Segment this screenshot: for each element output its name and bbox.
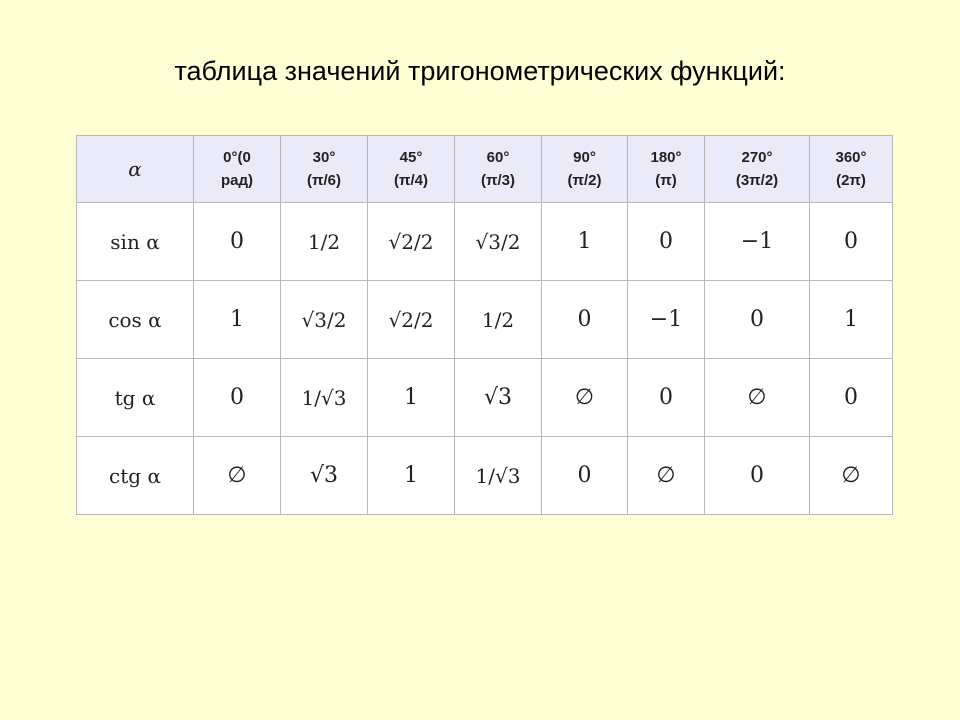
- header-line: 0°(0: [223, 149, 251, 166]
- value-cell: 0: [193, 202, 281, 281]
- value-cell: ∅: [809, 436, 893, 515]
- header-line: 180°: [650, 149, 682, 166]
- header-angle: 90° (π/2): [541, 135, 628, 203]
- table-row: ctg α ∅ √3 1 1/√3 0 ∅ 0 ∅: [76, 436, 893, 515]
- value-cell: 1/√3: [280, 358, 368, 437]
- slide-title: таблица значений тригонометрических функ…: [174, 56, 786, 86]
- header-line: 30°: [312, 149, 336, 166]
- table-row: sin α 0 1/2 √2/2 √3/2 1 0 −1 0: [76, 202, 893, 281]
- value-cell: ∅: [541, 358, 628, 437]
- header-line: 90°: [573, 149, 596, 166]
- value-cell: 1: [541, 202, 628, 281]
- header-line: (3π/2): [735, 172, 779, 189]
- value-cell: ∅: [627, 436, 705, 515]
- function-label: cos α: [76, 280, 194, 359]
- header-line: 45°: [399, 149, 423, 166]
- value-cell: 0: [704, 436, 810, 515]
- header-line: 60°: [486, 149, 510, 166]
- value-cell: ∅: [704, 358, 810, 437]
- value-cell: √3: [454, 358, 542, 437]
- header-alpha: α: [76, 135, 194, 203]
- header-angle: 180° (π): [627, 135, 705, 203]
- value-cell: 0: [541, 436, 628, 515]
- value-cell: 1: [367, 358, 455, 437]
- header-row: α 0°(0 рад) 30° (π/6) 45° (π/4) 60° (π/3) 90° (π/…: [76, 135, 893, 203]
- value-cell: ∅: [193, 436, 281, 515]
- header-line: (π): [655, 172, 677, 189]
- value-cell: 0: [193, 358, 281, 437]
- header-line: рад): [220, 172, 254, 189]
- value-cell: 1/2: [280, 202, 368, 281]
- table-row: tg α 0 1/√3 1 √3 ∅ 0 ∅ 0: [76, 358, 893, 437]
- header-angle: 0°(0 рад): [193, 135, 281, 203]
- value-cell: 1/2: [454, 280, 542, 359]
- function-label: ctg α: [76, 436, 194, 515]
- header-angle: 45° (π/4): [367, 135, 455, 203]
- value-cell: 1: [809, 280, 893, 359]
- header-angle: 270° (3π/2): [704, 135, 810, 203]
- header-line: (π/4): [394, 172, 428, 189]
- header-angle: 30° (π/6): [280, 135, 368, 203]
- value-cell: 1: [367, 436, 455, 515]
- value-cell: 1: [193, 280, 281, 359]
- header-line: 360°: [835, 149, 867, 166]
- header-line: 270°: [741, 149, 773, 166]
- value-cell: √3/2: [280, 280, 368, 359]
- header-line: (π/3): [481, 172, 515, 189]
- value-cell: √3/2: [454, 202, 542, 281]
- value-cell: 0: [627, 358, 705, 437]
- value-cell: 0: [704, 280, 810, 359]
- value-cell: 0: [627, 202, 705, 281]
- header-angle: 360° (2π): [809, 135, 893, 203]
- trig-values-table: α 0°(0 рад) 30° (π/6) 45° (π/4) 60° (π/3) 90° (π/…: [76, 135, 893, 515]
- function-label: sin α: [76, 202, 194, 281]
- value-cell: 0: [809, 202, 893, 281]
- function-label: tg α: [76, 358, 194, 437]
- table-row: cos α 1 √3/2 √2/2 1/2 0 −1 0 1: [76, 280, 893, 359]
- header-line: (π/2): [567, 172, 602, 189]
- value-cell: 0: [809, 358, 893, 437]
- header-line: (2π): [836, 172, 866, 189]
- value-cell: √2/2: [367, 280, 455, 359]
- value-cell: −1: [704, 202, 810, 281]
- header-angle: 60° (π/3): [454, 135, 542, 203]
- header-line: (π/6): [307, 172, 341, 189]
- value-cell: 0: [541, 280, 628, 359]
- value-cell: √3: [280, 436, 368, 515]
- value-cell: √2/2: [367, 202, 455, 281]
- value-cell: 1/√3: [454, 436, 542, 515]
- value-cell: −1: [627, 280, 705, 359]
